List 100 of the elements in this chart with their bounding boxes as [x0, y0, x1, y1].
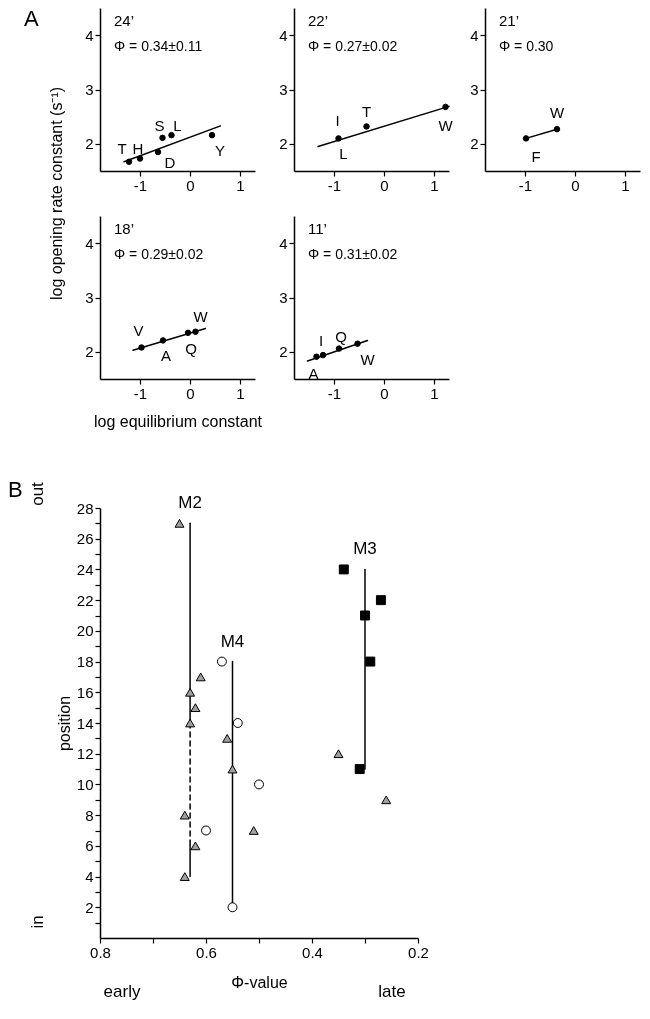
point — [333, 749, 344, 759]
annotation: W — [549, 104, 565, 122]
y-tick-label: 2 — [85, 135, 94, 153]
y-tick-label: 3 — [85, 289, 94, 306]
y-tick-label: 24 — [76, 560, 94, 578]
point — [254, 779, 264, 790]
x-axis-title: log equilibrium constant — [93, 412, 263, 430]
text: A — [24, 6, 39, 31]
x-tick-label: 0 — [571, 176, 580, 194]
y-tick-label: 6 — [85, 837, 94, 855]
x-tick-label: 0.6 — [196, 943, 217, 961]
text: out — [28, 481, 47, 506]
point — [190, 841, 201, 851]
annotation: I — [318, 332, 324, 350]
y-tick-label: 2 — [85, 343, 94, 361]
annotation: A — [160, 347, 172, 365]
y-tick-label: 3 — [85, 81, 94, 98]
text: Φ = 0.27±0.02 — [308, 38, 398, 54]
point — [232, 718, 243, 728]
y-tick-label: 4 — [279, 26, 288, 44]
point — [335, 135, 342, 142]
y-tick-label: 14 — [76, 714, 94, 732]
y-tick-label: 4 — [85, 234, 94, 252]
y-tick-label: 4 — [279, 234, 288, 252]
annotation: W — [438, 116, 454, 134]
x-tick-label: 0.8 — [90, 943, 111, 961]
series-label: M3 — [353, 539, 377, 559]
point — [136, 155, 144, 162]
point — [174, 518, 185, 528]
point — [185, 718, 196, 728]
x-tick-label: 0 — [186, 176, 195, 194]
point — [190, 703, 201, 713]
annotation: F — [531, 148, 541, 166]
y-tick-label: 3 — [279, 289, 288, 306]
annotation: V — [133, 322, 144, 340]
series-label: M4 — [220, 631, 245, 651]
y-tick-label: 28 — [76, 499, 94, 517]
y-tick-label: 2 — [85, 898, 94, 916]
point — [375, 595, 386, 606]
point — [159, 337, 167, 344]
x-tick-label: -1 — [518, 176, 533, 194]
point — [442, 103, 449, 111]
point — [201, 825, 211, 836]
x-tick-label: -1 — [327, 176, 342, 194]
point — [354, 764, 365, 775]
y-tick-label: 2 — [279, 135, 288, 153]
chart-title: 24’ — [114, 12, 135, 29]
y-tick-label: 4 — [85, 26, 94, 44]
text: Φ = 0.31±0.02 — [308, 246, 398, 262]
y-tick-label: 2 — [279, 343, 288, 361]
point — [222, 733, 233, 743]
x-tick-label: -1 — [133, 176, 148, 194]
y-tick-label: 18 — [76, 653, 94, 671]
y-axis-title: position — [55, 695, 73, 752]
point — [227, 902, 238, 913]
y-tick-label: 8 — [85, 806, 94, 824]
annotation: L — [173, 117, 182, 135]
point — [381, 795, 392, 805]
point — [227, 764, 238, 774]
chart-title: 21’ — [499, 12, 520, 29]
point — [195, 672, 206, 682]
point — [360, 610, 370, 621]
text: in — [28, 915, 47, 929]
annotation: T — [361, 103, 372, 121]
text: Φ = 0.34±0.11 — [114, 38, 203, 54]
point — [313, 353, 320, 360]
y-tick-label: 16 — [76, 683, 94, 701]
x-tick-label: 0.4 — [302, 943, 323, 961]
chart-title: 22’ — [308, 12, 329, 29]
annotation: Q — [185, 339, 197, 357]
annotation: A — [308, 364, 319, 382]
text: Φ = 0.29±0.02 — [114, 246, 204, 262]
annotation: Q — [335, 327, 347, 345]
text: Φ = 0.30 — [499, 38, 554, 54]
x-tick-label: 1 — [430, 176, 439, 194]
annotation: T — [117, 139, 127, 157]
y-tick-label: 2 — [470, 135, 479, 153]
y-tick-label: 12 — [76, 745, 94, 763]
text: late — [378, 982, 406, 1001]
y-tick-label: 22 — [76, 591, 94, 609]
x-tick-label: 1 — [236, 176, 245, 194]
point — [154, 148, 162, 156]
y-tick-label: 4 — [85, 868, 94, 886]
y-tick-label: 20 — [76, 622, 94, 640]
x-tick-label: 0 — [380, 384, 389, 402]
text: early — [103, 982, 141, 1001]
point — [185, 687, 196, 697]
y-tick-label: 10 — [76, 775, 94, 793]
point — [159, 134, 166, 142]
point — [168, 131, 175, 139]
point — [335, 345, 343, 352]
point — [216, 656, 227, 667]
annotation: Y — [214, 142, 226, 160]
x-tick-label: 0 — [380, 176, 389, 194]
annotation: W — [360, 350, 376, 368]
x-tick-label: -1 — [133, 384, 148, 402]
annotation: H — [132, 139, 144, 157]
point — [179, 810, 190, 820]
x-tick-label: 1 — [236, 384, 245, 402]
y-tick-label: 4 — [470, 26, 479, 44]
